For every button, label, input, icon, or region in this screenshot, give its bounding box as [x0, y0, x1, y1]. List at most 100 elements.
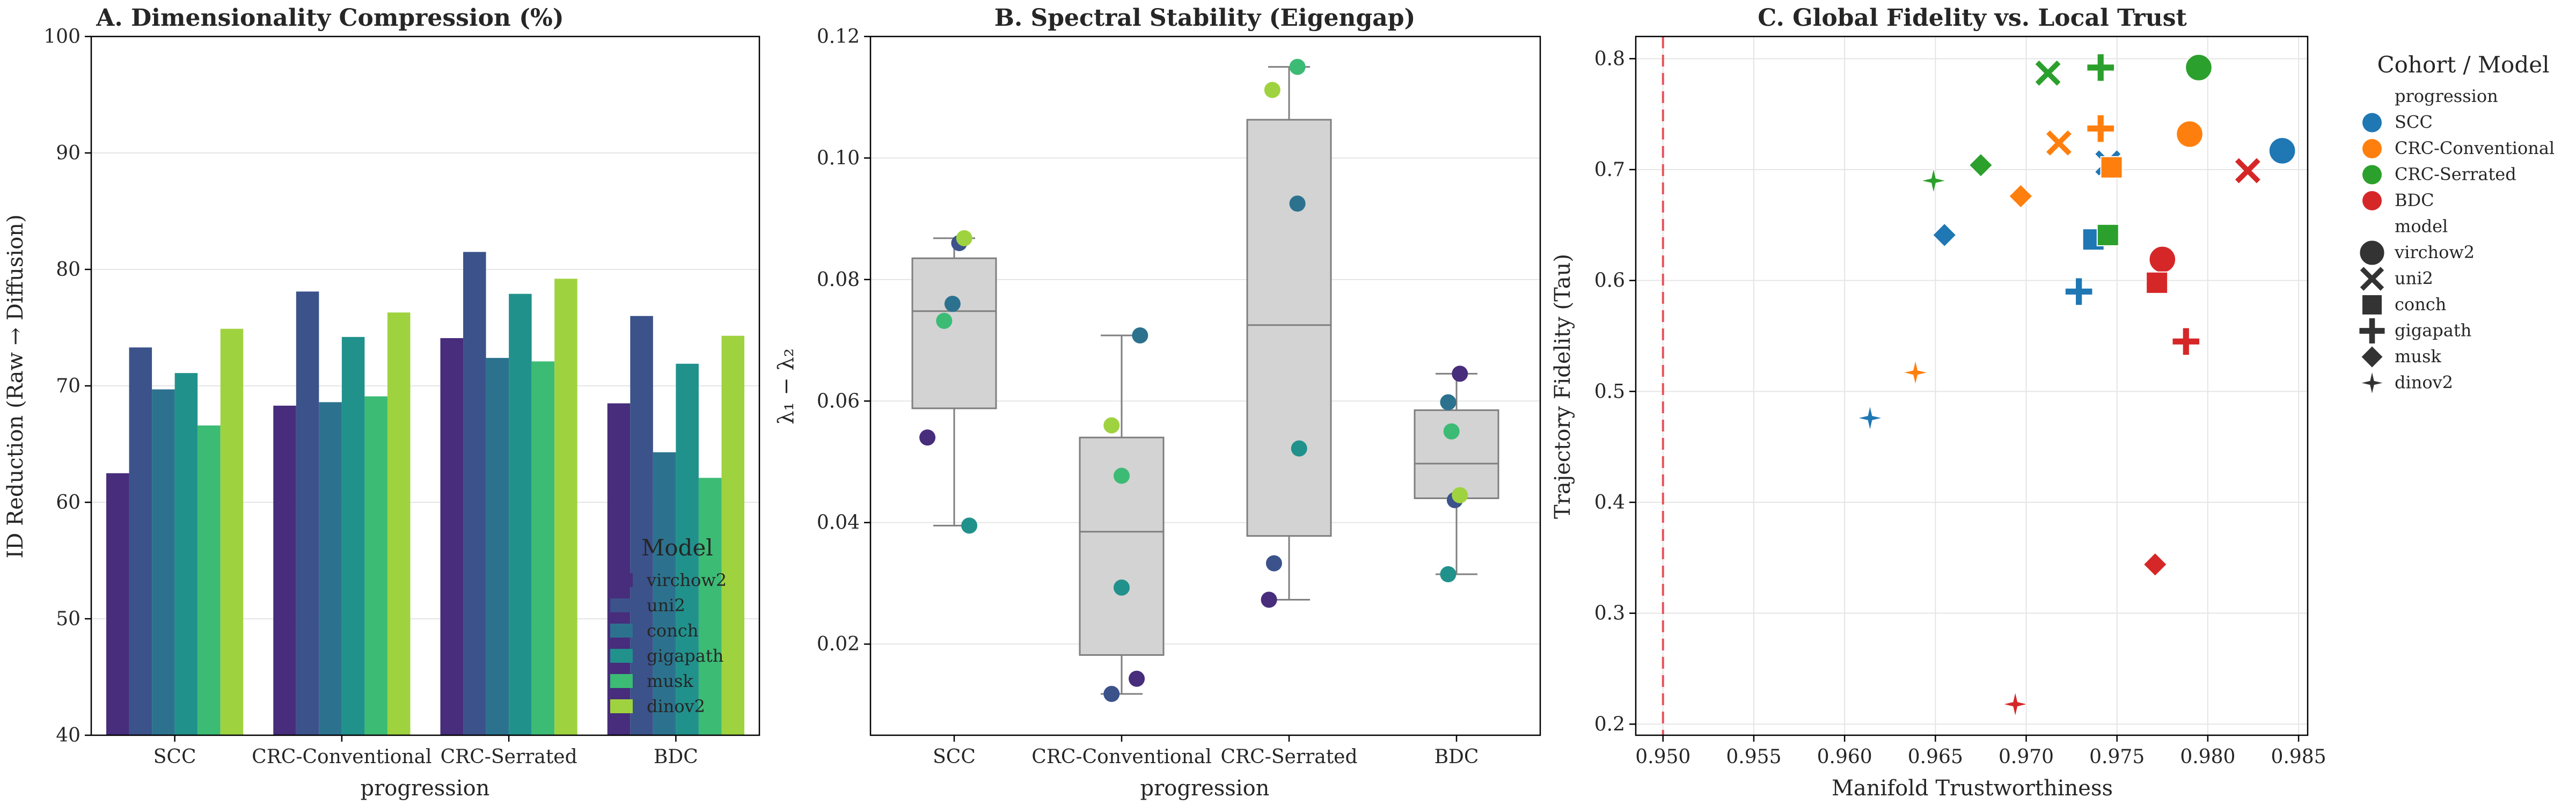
panel-b-x-tick-label: SCC	[933, 746, 976, 768]
bar-uni2	[630, 316, 653, 735]
panel-b-y-tick-label: 0.04	[817, 512, 860, 534]
bar-uni2	[129, 347, 152, 735]
bar-dinov2	[387, 312, 411, 735]
bar-conch	[486, 357, 509, 735]
panel-a-legend-swatch	[610, 649, 633, 663]
strip-point-uni2	[1265, 555, 1282, 572]
scatter-point-conch	[2100, 156, 2123, 179]
panel-c-x-tick-label: 0.955	[1726, 746, 1781, 768]
bar-gigapath	[174, 373, 198, 735]
legend-hue-header: progression	[2395, 86, 2498, 106]
legend-style-marker	[2361, 294, 2383, 316]
strip-point-virchow2	[1452, 365, 1468, 382]
bar-conch	[319, 402, 342, 735]
strip-point-gigapath	[1114, 579, 1130, 596]
legend-style-marker	[2360, 267, 2384, 291]
box-body	[1414, 409, 1499, 499]
panel-b-x-tick-label: CRC-Serrated	[1220, 746, 1357, 768]
panel-a-bar-chart: A. Dimensionality Compression (%) ID Red…	[3, 4, 760, 801]
scatter-point-dinov2	[1902, 360, 1929, 386]
panel-b-y-tick-label: 0.02	[817, 633, 860, 655]
legend-style-label: musk	[2395, 346, 2441, 367]
panel-c-scatter: C. Global Fidelity vs. Local Trust Traje…	[1550, 4, 2326, 801]
panel-c-y-tick-label: 0.6	[1594, 270, 1625, 292]
scatter-point-musk	[2142, 552, 2168, 577]
strip-point-conch	[944, 296, 961, 312]
bar-musk	[197, 425, 221, 735]
legend-hue-label: CRC-Conventional	[2395, 138, 2555, 158]
bar-dinov2	[220, 328, 244, 735]
panel-a-x-tick-label: BDC	[654, 746, 698, 768]
strip-point-gigapath	[1440, 566, 1457, 582]
legend-style-marker	[2360, 345, 2384, 369]
panel-a-legend-swatch	[610, 674, 633, 688]
legend-style-label: gigapath	[2395, 320, 2471, 341]
scatter-point-dinov2	[1920, 167, 1947, 194]
legend-style-label: dinov2	[2395, 372, 2453, 393]
scatter-point-uni2	[2235, 158, 2260, 184]
strip-point-dinov2	[956, 230, 972, 246]
scatter-point-virchow2	[2268, 137, 2296, 165]
legend-hue-label: BDC	[2395, 190, 2434, 210]
strip-point-dinov2	[1264, 82, 1280, 98]
scatter-point-gigapath	[2172, 328, 2200, 355]
panel-a-legend-label: conch	[647, 620, 698, 641]
strip-point-musk	[1289, 58, 1306, 75]
scatter-point-gigapath	[2087, 115, 2114, 142]
box-body	[911, 257, 997, 409]
panel-c-y-tick-label: 0.7	[1594, 159, 1625, 181]
panel-c-legend: Cohort / Model progression SCC CRC-Conventi…	[2359, 52, 2555, 396]
bar-virchow2	[273, 405, 296, 735]
bar-conch	[152, 389, 175, 735]
strip-point-conch	[1440, 394, 1457, 411]
strip-point-virchow2	[1129, 670, 1145, 687]
panel-b-box-plot: B. Spectral Stability (Eigengap) λ₁ − λ₂…	[774, 4, 1541, 801]
strip-point-virchow2	[1261, 591, 1277, 608]
scatter-point-virchow2	[2185, 54, 2213, 82]
panel-b-y-tick-label: 0.06	[817, 390, 860, 412]
panel-b-frame	[869, 35, 1541, 736]
strip-point-conch	[1132, 327, 1148, 344]
legend-style-header: model	[2395, 216, 2448, 237]
legend-style-marker	[2359, 318, 2385, 344]
panel-a-y-tick-label: 50	[56, 608, 80, 630]
bar-musk	[531, 361, 555, 735]
legend-style-marker-stroke	[2360, 267, 2384, 291]
panel-c-y-tick-label: 0.8	[1594, 48, 1625, 70]
bar-musk	[698, 478, 722, 735]
scatter-point-dinov2	[1857, 405, 1883, 431]
panel-a-legend-title: Model	[641, 535, 713, 561]
bar-uni2	[463, 252, 486, 735]
panel-a-y-tick-label: 70	[56, 375, 80, 397]
panel-c-y-tick-label: 0.4	[1594, 492, 1625, 514]
legend-style-label: conch	[2395, 294, 2446, 314]
panel-a-x-label: progression	[361, 776, 490, 801]
panel-c-y-tick-label: 0.2	[1594, 713, 1625, 735]
panel-a-x-tick-label: CRC-Conventional	[252, 746, 431, 768]
strip-point-dinov2	[1452, 487, 1468, 503]
panel-a-legend-label: uni2	[647, 595, 685, 616]
panel-a-legend-swatch	[610, 624, 633, 638]
panel-a-legend-label: virchow2	[646, 570, 727, 590]
panel-c-y-tick-label: 0.5	[1594, 380, 1625, 402]
legend-hue-swatch	[2362, 139, 2382, 158]
strip-point-virchow2	[919, 429, 936, 446]
legend-hue-label: CRC-Serrated	[2395, 164, 2516, 185]
panel-b-y-tick-label: 0.10	[817, 147, 860, 169]
legend-style-marker	[2359, 239, 2385, 266]
bar-virchow2	[106, 473, 129, 735]
panel-c-y-label: Trajectory Fidelity (Tau)	[1550, 254, 1575, 519]
scatter-point-uni2-stroke	[2046, 130, 2072, 156]
scatter-point-conch	[2096, 223, 2119, 246]
bar-virchow2	[440, 338, 464, 735]
bar-conch	[653, 452, 676, 735]
scatter-point-gigapath	[2065, 278, 2092, 305]
panel-b-x-tick-label: CRC-Conventional	[1031, 746, 1211, 768]
bar-gigapath	[676, 363, 699, 735]
strip-point-musk	[936, 312, 953, 329]
panel-a-x-tick-label: CRC-Serrated	[441, 746, 577, 768]
legend-hue-swatch	[2362, 113, 2382, 133]
panel-c-x-tick-label: 0.965	[1908, 746, 1963, 768]
panel-c-x-tick-label: 0.975	[2089, 746, 2145, 768]
panel-b-y-label: λ₁ − λ₂	[774, 348, 799, 425]
